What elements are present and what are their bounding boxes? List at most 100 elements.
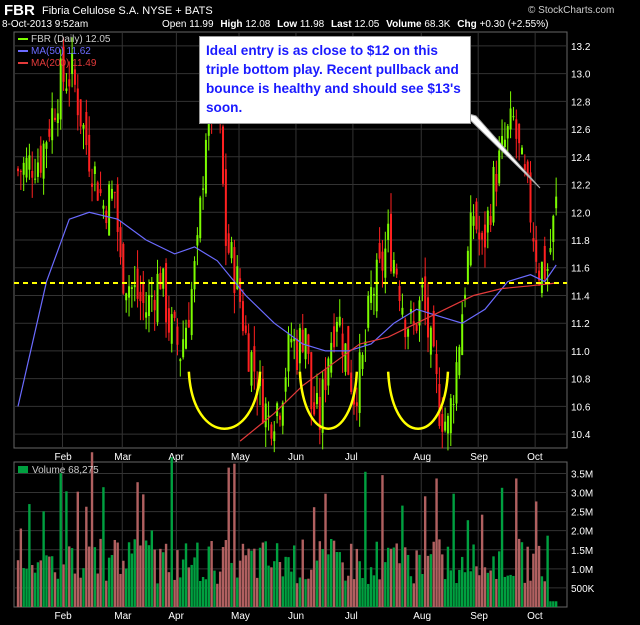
price-candle — [555, 196, 558, 209]
chg-value: +0.30 (+2.55%) — [479, 19, 549, 30]
volume-bar — [435, 478, 438, 607]
volume-bar — [119, 573, 122, 607]
price-candle — [202, 188, 205, 190]
volume-bar — [361, 578, 364, 607]
price-candle — [415, 324, 418, 331]
volume-bar — [133, 539, 136, 607]
price-candle — [82, 124, 85, 129]
price-candle — [113, 191, 116, 193]
volume-bar — [210, 541, 213, 607]
month-label: Apr — [168, 452, 184, 463]
volume-bar — [233, 463, 236, 607]
volume-bar — [452, 493, 455, 607]
price-candle — [116, 184, 119, 232]
triple-bottom-arc — [298, 371, 359, 430]
price-candle — [435, 353, 438, 375]
price-candle — [367, 295, 370, 328]
price-candle — [378, 242, 381, 259]
volume-bar — [130, 553, 134, 607]
volume-bar — [28, 504, 31, 607]
price-candle — [184, 327, 187, 349]
volume-bar — [295, 583, 299, 607]
legend-entry: MA(50) 11.62 — [31, 46, 91, 57]
price-candle — [441, 414, 444, 432]
price-candle — [390, 213, 393, 272]
price-candle — [278, 415, 281, 420]
volume-bar — [364, 471, 367, 607]
price-candle — [455, 362, 458, 404]
price-candle — [290, 338, 293, 343]
month-label: Mar — [114, 452, 132, 463]
price-candle — [421, 285, 424, 288]
price-tick-label: 11.0 — [571, 347, 590, 358]
volume-bar — [341, 562, 344, 607]
price-candle — [93, 166, 96, 175]
price-tick-label: 11.6 — [571, 264, 590, 275]
volume-bar — [216, 583, 219, 607]
price-tick-label: 11.8 — [571, 236, 590, 247]
volume-bar — [255, 577, 259, 607]
volume-tick-label: 3.5M — [571, 469, 593, 480]
month-label: Oct — [527, 452, 543, 463]
volume-bar — [176, 550, 179, 607]
volume-bar — [82, 568, 85, 607]
volume-bar — [273, 561, 276, 607]
price-candle — [475, 201, 478, 230]
volume-bar — [315, 560, 319, 607]
price-candle — [276, 403, 279, 417]
price-candle — [170, 314, 173, 344]
volume-bar — [85, 506, 88, 607]
price-candle — [515, 119, 518, 139]
month-label: Sep — [470, 452, 488, 463]
volume-bar — [190, 564, 193, 607]
volume-bar — [492, 556, 495, 607]
volume-bar — [312, 507, 316, 607]
volume-bar — [426, 555, 430, 607]
volume-legend: Volume 68,275 — [32, 465, 99, 476]
price-tick-label: 12.8 — [571, 97, 591, 108]
month-label: May — [231, 611, 250, 622]
price-candle — [333, 326, 336, 348]
volume-bar — [19, 528, 23, 607]
volume-bar — [443, 579, 447, 607]
price-candle — [239, 278, 242, 302]
volume-bar — [398, 563, 401, 607]
price-candle — [384, 248, 387, 278]
price-candle — [91, 183, 94, 187]
volume-bar — [540, 576, 544, 607]
volume-bar — [526, 546, 529, 607]
price-candle — [540, 261, 543, 294]
volume-bar — [102, 487, 105, 607]
price-candle — [176, 326, 179, 345]
month-label: Jul — [345, 611, 358, 622]
price-tick-label: 11.4 — [571, 291, 590, 302]
price-candle — [45, 142, 48, 149]
volume-bar — [318, 541, 322, 607]
price-candle — [173, 311, 176, 318]
price-candle — [452, 404, 455, 406]
volume-bar — [480, 514, 484, 607]
volume-bar — [381, 475, 384, 607]
price-candle — [498, 150, 501, 184]
price-candle — [284, 377, 287, 392]
price-tick-label: 12.0 — [571, 208, 591, 219]
price-candle — [204, 139, 207, 194]
volume-bar — [159, 548, 162, 607]
volume-bar — [352, 579, 356, 607]
price-candle — [241, 301, 244, 332]
high-value: 12.08 — [245, 19, 271, 30]
month-label: Feb — [54, 452, 72, 463]
volume-bar — [79, 577, 82, 607]
volume-bar — [389, 548, 393, 607]
price-candle — [167, 308, 170, 333]
price-candle — [136, 268, 139, 299]
volume-bar — [45, 555, 48, 607]
volume-bar — [230, 562, 233, 607]
volume-bar — [355, 548, 359, 607]
volume-legend-swatch — [18, 466, 28, 473]
volume-bar — [196, 542, 199, 607]
volume-bar — [378, 579, 381, 607]
volume-bar — [332, 540, 336, 607]
price-candle — [355, 402, 358, 407]
price-candle — [199, 197, 202, 239]
